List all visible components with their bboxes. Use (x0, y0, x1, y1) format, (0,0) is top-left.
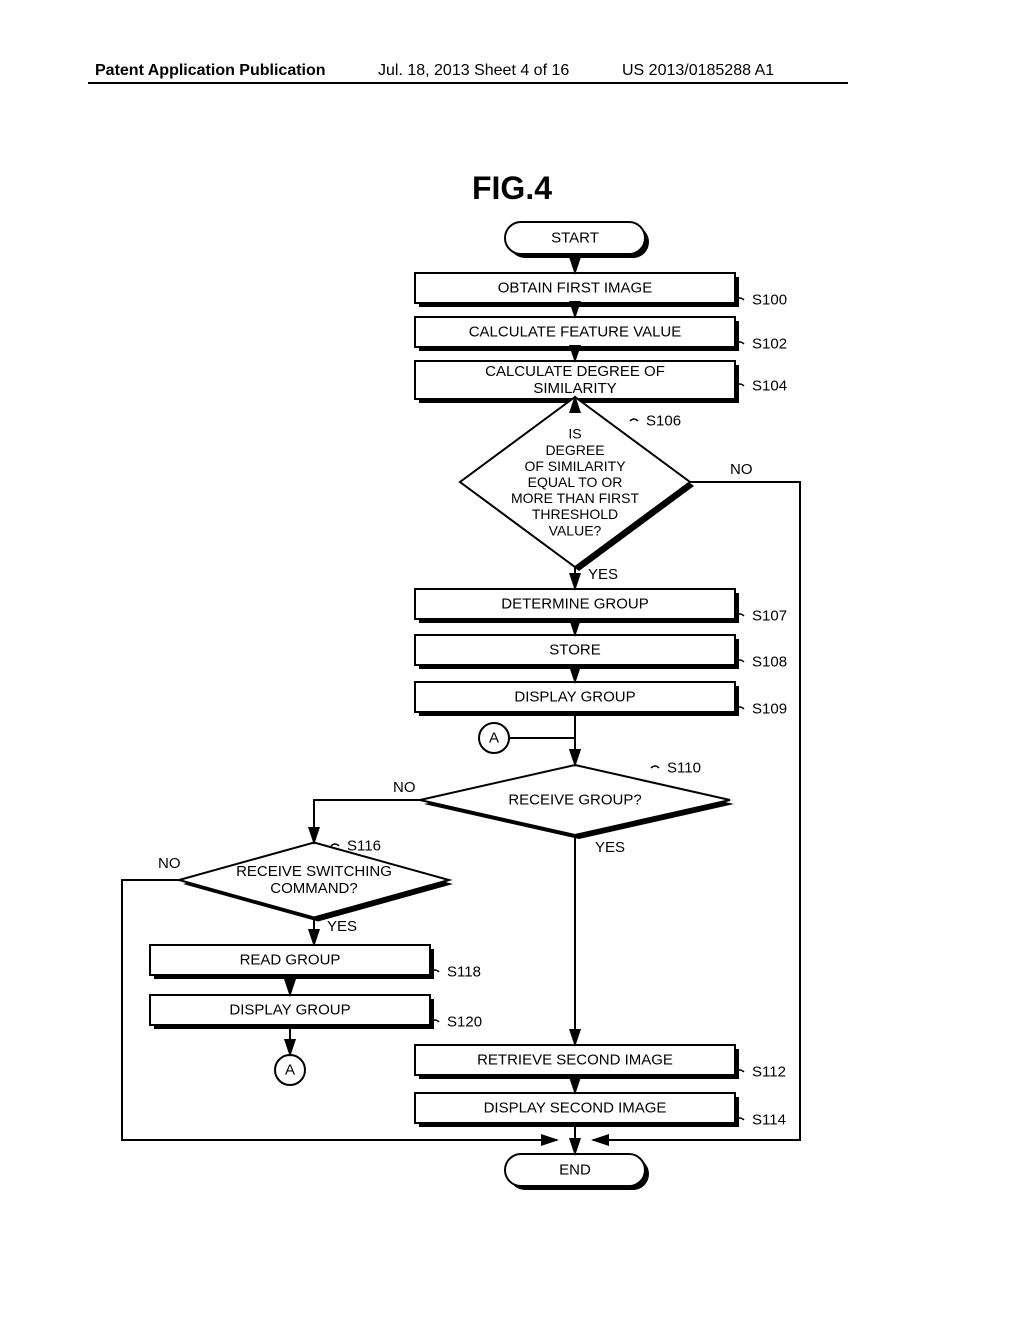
svg-text:START: START (551, 230, 599, 247)
svg-text:SIMILARITY: SIMILARITY (533, 380, 616, 397)
svg-text:DISPLAY GROUP: DISPLAY GROUP (514, 689, 635, 706)
svg-text:DETERMINE GROUP: DETERMINE GROUP (501, 596, 649, 613)
svg-text:OBTAIN FIRST IMAGE: OBTAIN FIRST IMAGE (498, 280, 652, 297)
svg-text:CALCULATE FEATURE VALUE: CALCULATE FEATURE VALUE (469, 324, 682, 341)
svg-text:STORE: STORE (549, 642, 600, 659)
svg-text:VALUE?: VALUE? (549, 522, 602, 538)
svg-text:NO: NO (730, 461, 753, 478)
svg-text:CALCULATE DEGREE OF: CALCULATE DEGREE OF (485, 363, 665, 380)
svg-text:S100: S100 (752, 291, 787, 308)
svg-text:READ GROUP: READ GROUP (240, 952, 341, 969)
svg-text:MORE THAN FIRST: MORE THAN FIRST (511, 490, 640, 506)
svg-text:S107: S107 (752, 607, 787, 624)
svg-text:S114: S114 (752, 1111, 786, 1128)
flowchart-canvas: START OBTAIN FIRST IMAGE S100 CALCULATE FEA… (0, 0, 1024, 1320)
svg-text:S110: S110 (667, 759, 701, 776)
svg-text:S106: S106 (646, 412, 681, 429)
svg-text:RETRIEVE SECOND IMAGE: RETRIEVE SECOND IMAGE (477, 1052, 673, 1069)
svg-text:NO: NO (158, 855, 181, 872)
svg-text:NO: NO (393, 779, 416, 796)
svg-text:S120: S120 (447, 1013, 482, 1030)
svg-text:RECEIVE GROUP?: RECEIVE GROUP? (508, 792, 641, 809)
svg-text:S118: S118 (447, 963, 481, 980)
svg-text:YES: YES (327, 918, 357, 935)
svg-text:S108: S108 (752, 653, 787, 670)
svg-text:S104: S104 (752, 377, 787, 394)
svg-text:RECEIVE SWITCHING: RECEIVE SWITCHING (236, 863, 392, 880)
svg-text:S102: S102 (752, 335, 787, 352)
svg-text:DISPLAY GROUP: DISPLAY GROUP (229, 1002, 350, 1019)
svg-text:S112: S112 (752, 1063, 786, 1080)
svg-text:DEGREE: DEGREE (545, 442, 604, 458)
svg-text:A: A (489, 730, 499, 747)
svg-text:YES: YES (588, 566, 618, 583)
svg-text:OF SIMILARITY: OF SIMILARITY (524, 458, 626, 474)
svg-text:THRESHOLD: THRESHOLD (532, 506, 618, 522)
svg-text:EQUAL TO OR: EQUAL TO OR (528, 474, 623, 490)
svg-text:S109: S109 (752, 700, 787, 717)
svg-text:YES: YES (595, 839, 625, 856)
svg-text:A: A (285, 1062, 295, 1079)
svg-text:DISPLAY SECOND IMAGE: DISPLAY SECOND IMAGE (484, 1100, 667, 1117)
svg-text:IS: IS (568, 426, 581, 442)
svg-text:S116: S116 (347, 837, 381, 854)
svg-text:COMMAND?: COMMAND? (270, 880, 358, 897)
svg-text:END: END (559, 1162, 591, 1179)
